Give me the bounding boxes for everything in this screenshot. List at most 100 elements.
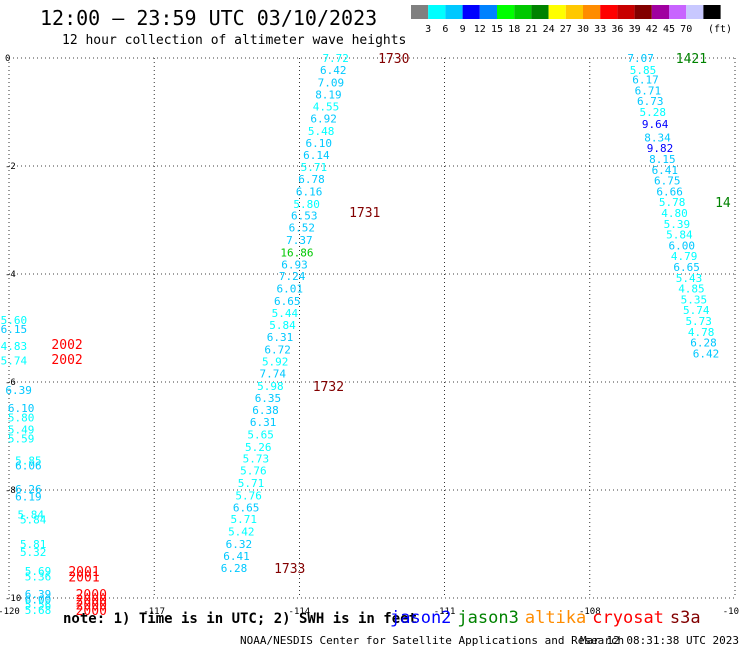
page-title: 12:00 — 23:59 UTC 03/10/2023 [40,6,378,30]
wave-height-point: 6.14 [303,149,330,162]
legend-swatch [565,5,583,19]
wave-height-point: 5.76 [235,489,262,502]
wave-height-chart: 0-2-4-6-8-10-120 -117 -114 -111 -108 -107.726… [0,52,739,619]
wave-height-point: 6.65 [673,261,700,274]
time-label: 2000 [76,598,107,613]
legend-tick-label: 3 [425,24,431,35]
wave-height-point: 9.64 [642,118,669,131]
wave-height-point: 5.80 [293,198,320,211]
legend-unit: (ft) [708,24,732,35]
x-tick-label: -114 [289,607,311,617]
legend-swatch [531,5,549,19]
wave-height-point: 16.86 [280,246,313,259]
time-label: 1730 [378,52,409,67]
footer-credit: NOAA/NESDIS Center for Satellite Applica… [240,634,625,647]
wave-height-point: 5.35 [681,293,708,306]
wave-height-point: 6.93 [281,258,308,271]
wave-height-point: 5.48 [308,125,335,138]
wave-height-point: 5.71 [238,477,265,490]
time-label: 1731 [349,206,380,221]
legend-swatch [703,5,721,19]
wave-height-point: 6.52 [289,222,316,235]
wave-height-point: 6.71 [635,84,662,97]
legend-tick-label: 36 [611,24,623,35]
x-tick-label: -120 [0,607,20,617]
wave-height-point: 6.72 [264,344,291,357]
wave-height-point: 5.84 [20,514,47,527]
time-label: 2000 [76,588,107,603]
page-subtitle: 12 hour collection of altimeter wave hei… [62,33,407,48]
legend-tick-label: 42 [646,24,658,35]
wave-height-point: 5.43 [676,272,703,285]
legend-tick-label: 24 [543,24,555,35]
satellite-cryosat: cryosat [592,608,664,628]
legend-swatch [462,5,480,19]
satellite-jason3: jason3 [457,608,519,628]
wave-height-point: 6.42 [693,347,720,360]
y-tick-label: -8 [5,486,16,496]
wave-height-point: 8.34 [644,131,671,144]
legend-tick-label: 6 [442,24,448,35]
wave-height-point: 5.78 [659,196,686,209]
wave-height-point: 5.69 [25,565,52,578]
wave-height-point: 6.41 [223,550,250,563]
wave-height-point: 4.83 [1,340,28,353]
y-tick-label: -4 [5,270,16,280]
wave-height-point: 5.44 [272,307,299,320]
wave-height-point: 5.74 [683,304,710,317]
wave-height-point: 6.28 [690,337,717,350]
legend-tick-label: 12 [474,24,486,35]
legend-swatch [600,5,618,19]
wave-height-point: 6.65 [274,295,301,308]
wave-height-point: 5.42 [228,526,255,539]
wave-height-point: 6.75 [654,175,681,188]
legend-swatch [445,5,463,19]
satellite-jason2: jason2 [390,608,452,628]
legend-tick-label: 33 [594,24,606,35]
wave-height-point: 6.10 [8,402,35,415]
wave-height-point: 6.01 [276,283,303,296]
wave-height-point: 5.65 [247,428,274,441]
wave-height-point: 5.92 [262,355,289,368]
legend-tick-label: 21 [525,24,537,35]
wave-height-point: 5.28 [639,106,666,119]
wave-height-point: 5.76 [240,465,267,478]
wave-height-point: 7.37 [286,234,313,247]
time-label: 2001 [68,570,99,585]
wave-height-point: 5.49 [8,424,35,437]
legend-tick-label: 70 [680,24,692,35]
time-label: 1733 [274,562,305,577]
legend-tick-label: 45 [663,24,675,35]
wave-height-point: 6.16 [296,185,323,198]
color-legend: 3 6 9 12 15 18 21 24 27 30 33 36 39 42 45 70 (ft) [411,5,732,35]
wave-height-point: 6.39 [25,588,52,601]
wave-height-point: 5.59 [8,433,35,446]
wave-height-point: 6.10 [306,137,333,150]
wave-height-point: 5.84 [18,508,45,521]
time-label: 2000 [76,604,107,619]
wave-height-point: 5.32 [20,546,47,559]
time-label: 14 [715,196,731,211]
time-label: 1732 [313,380,344,395]
x-tick-label: -10 [723,607,739,617]
legend-swatch [669,5,687,19]
time-label: 2001 [68,565,99,580]
legend-tick-label: 9 [460,24,466,35]
satellite-s3a: s3a [669,608,701,628]
wave-height-point: 6.66 [656,185,683,198]
wave-height-point: 7.09 [318,76,345,89]
wave-height-point: 6.28 [221,562,248,575]
wave-height-point: 5.81 [20,538,47,551]
wave-height-point: 6.32 [226,538,253,551]
wave-height-point: 5.84 [666,229,693,242]
x-tick-label: -108 [579,607,601,617]
satellite-legend: jason2 jason3 altika cryosat s3a [390,608,707,628]
wave-height-point: 5.68 [25,604,52,617]
wave-height-point: 6.78 [298,173,325,186]
wave-height-point: 5.60 [1,314,28,327]
wave-height-point: 6.35 [255,392,282,405]
wave-height-point: 6.42 [320,64,347,77]
wave-height-point: 5.56 [25,598,52,611]
legend-swatch [428,5,446,19]
